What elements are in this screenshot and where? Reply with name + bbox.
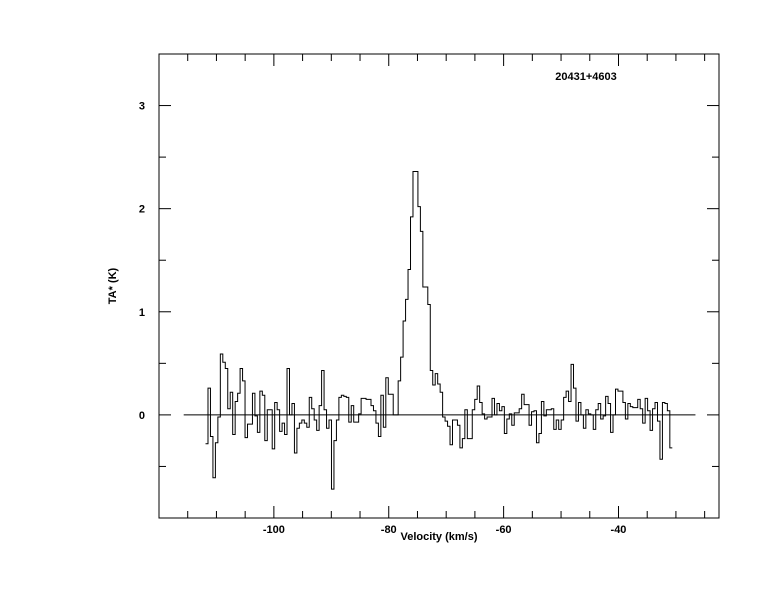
x-tick-label: -40 xyxy=(611,524,627,536)
x-tick-label: -60 xyxy=(496,524,512,536)
chart-title: 20431+4603 xyxy=(555,71,616,83)
x-tick-label: -100 xyxy=(263,524,285,536)
spectrum-line xyxy=(205,171,673,490)
y-tick-label: 0 xyxy=(139,410,145,422)
tick-labels: -100 -80 -60 -40 0 1 2 3 xyxy=(139,101,627,536)
y-axis-label: TA* (K) xyxy=(107,267,119,304)
plot-frame xyxy=(158,53,720,519)
y-tick-label: 3 xyxy=(139,101,145,113)
y-tick-label: 1 xyxy=(139,307,145,319)
x-tick-label: -80 xyxy=(381,524,397,536)
y-tick-label: 2 xyxy=(139,204,145,216)
x-axis-label: Velocity (km/s) xyxy=(400,531,477,543)
axis-ticks xyxy=(158,54,719,518)
